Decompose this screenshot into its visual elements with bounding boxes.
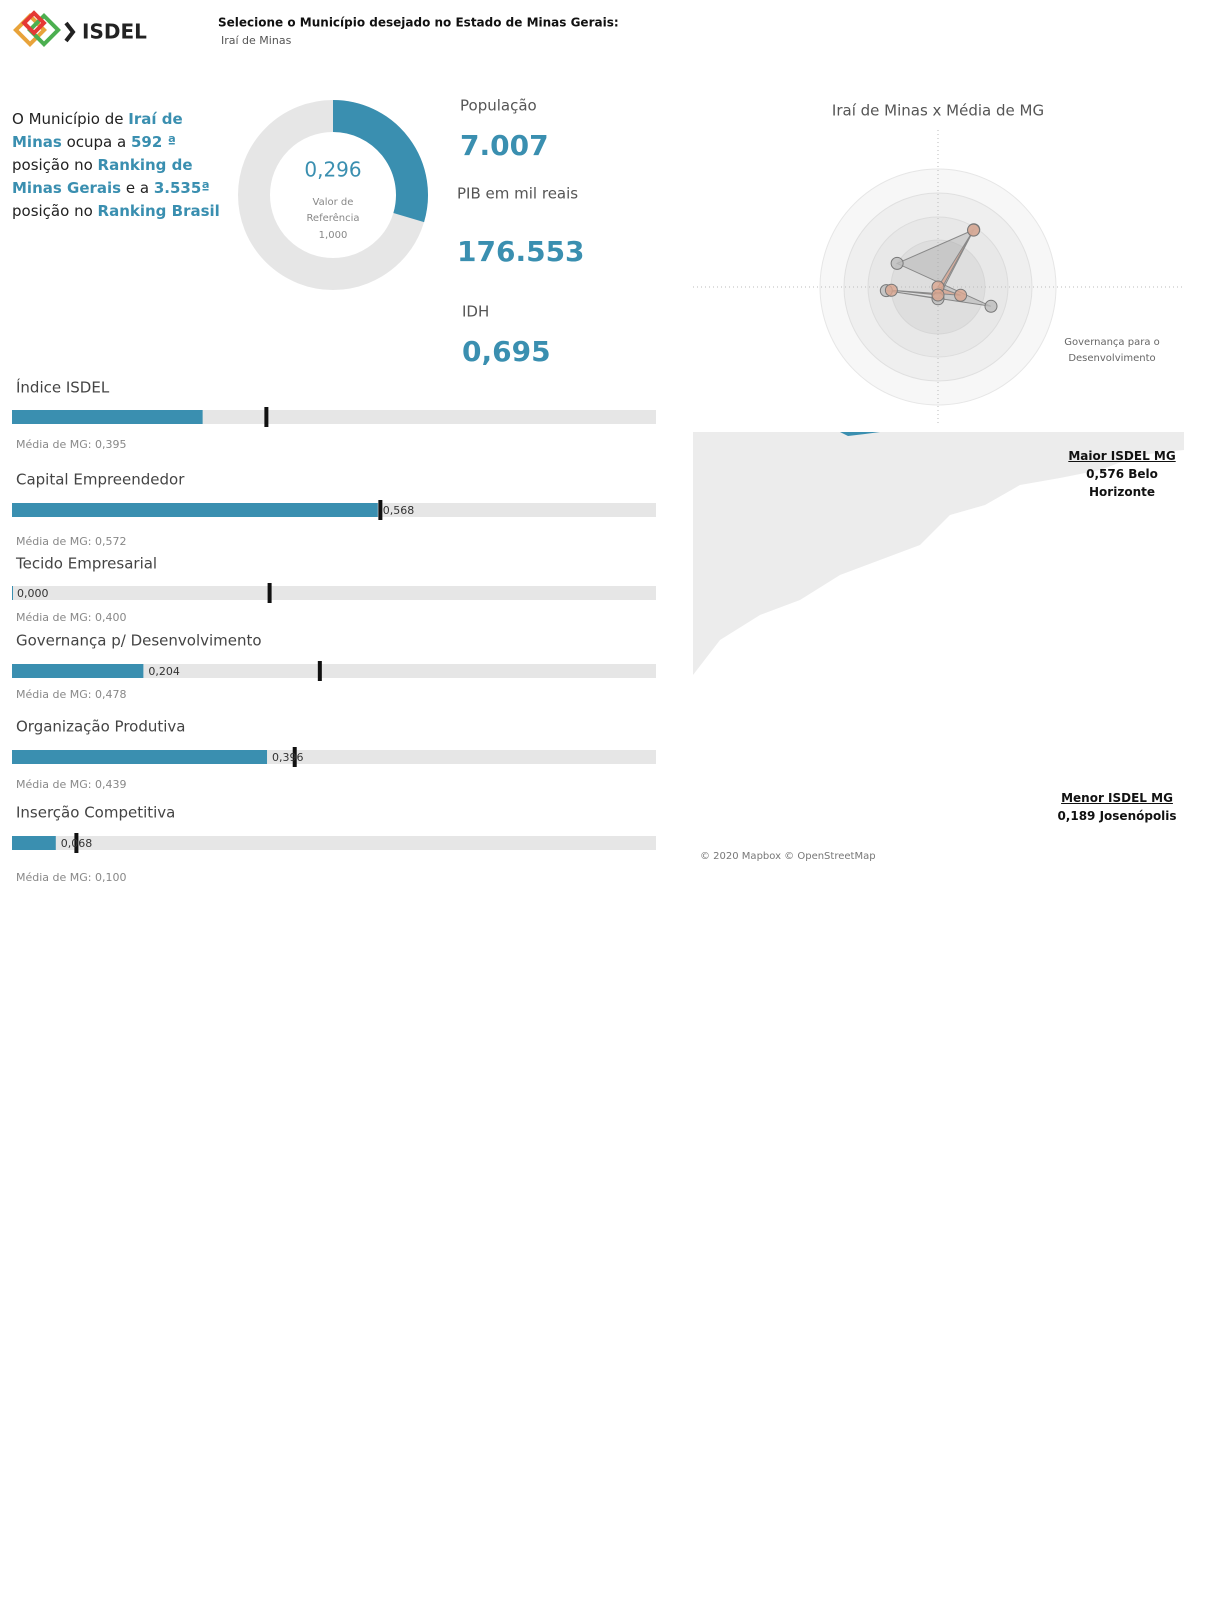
min-title: Menor ISDEL MG [1061,791,1173,805]
summary-segment: Ranking Brasil [97,202,220,220]
bar-track [12,664,656,678]
summary-segment: e a [121,179,154,197]
bar [12,836,56,850]
radar-point [890,256,904,270]
summary-segment: Ranking de Minas Gerais [12,156,198,197]
max-text: 0,576 Belo Horizonte [1086,467,1158,499]
max-title: Maior ISDEL MG [1068,449,1176,463]
bar-track [12,836,656,850]
bar [12,503,378,517]
mean-marker [267,583,272,603]
mean-marker [74,833,79,853]
mean-label: Média de MG: 0,395 [16,438,127,451]
mean-marker [292,747,297,767]
indicator-title: Tecido Empresarial [15,555,157,573]
map [693,432,1184,860]
stat-label: IDH [462,303,489,321]
logo-icon [13,10,76,47]
bar [12,586,13,600]
bar-track [12,586,656,600]
summary-segment: posição no [12,179,215,220]
filter-selection[interactable]: Iraí de Minas [221,34,292,47]
radar-point [931,288,945,302]
min-text: 0,189 Josenópolis [1057,809,1177,823]
bar-value-label: 0,000 [17,587,49,600]
map-attribution: © 2020 Mapbox © OpenStreetMap [700,851,876,862]
summary-segment: 592 ª [130,133,176,151]
radar-point [984,299,998,313]
donut-value [332,100,428,223]
mean-marker [317,661,322,681]
stat-value: 176.553 [457,235,585,268]
indicator-title: Governança p/ Desenvolvimento [16,632,262,650]
mean-label: Média de MG: 0,100 [16,871,127,884]
summary-segment: Iraí de Minas [12,110,188,151]
indicator-title: Índice ISDEL [16,378,110,397]
bar [12,410,203,424]
indicator-title: Organização Produtiva [16,718,186,736]
min-info: Menor ISDEL MG 0,189 Josenópolis [1052,789,1182,825]
donut-value-label: 0,296 [304,158,361,182]
logo-text: ISDEL [82,20,147,44]
radar-point [967,223,981,237]
stat-label: PIB em mil reais [457,185,578,203]
summary-text: O Município de Iraí de Minas ocupa a 592… [12,108,234,223]
stat-value: 7.007 [460,129,549,162]
mean-marker [264,407,269,427]
summary-segment: 3.535ª [153,179,210,197]
summary-segment: O Município de [12,110,129,128]
bar-value-label: 0,204 [148,665,180,678]
radar-municipality-area [891,229,974,296]
mean-label: Média de MG: 0,400 [16,611,127,624]
donut-caption: Valor de Referência [306,197,359,224]
radar-point [954,288,968,302]
bar-value-label: 0,568 [383,504,415,517]
summary-segment: ocupa a [61,133,131,151]
stat-value: 0,695 [462,335,551,368]
mean-label: Média de MG: 0,572 [16,535,127,548]
mean-label: Média de MG: 0,478 [16,688,127,701]
bar [12,750,268,764]
mean-label: Média de MG: 0,439 [16,778,127,791]
radar-axis-label: Governança para o Desenvolvimento [1064,337,1160,364]
donut-reference-label: 1,000 [319,230,348,241]
filter-prompt: Selecione o Município desejado no Estado… [218,16,619,30]
indicator-title: Capital Empreendedor [16,471,185,489]
stat-label: População [460,97,537,115]
summary-segment: posição no [12,133,186,174]
radar-title: Iraí de Minas x Média de MG [832,102,1044,120]
bar-value-label: 0,068 [61,837,93,850]
mean-marker [378,500,383,520]
radar-point [884,283,898,297]
max-info: Maior ISDEL MG 0,576 Belo Horizonte [1057,447,1187,501]
indicator-title: Inserção Competitiva [16,804,175,822]
bar [12,664,144,678]
bar-value-label: 0,396 [272,751,304,764]
